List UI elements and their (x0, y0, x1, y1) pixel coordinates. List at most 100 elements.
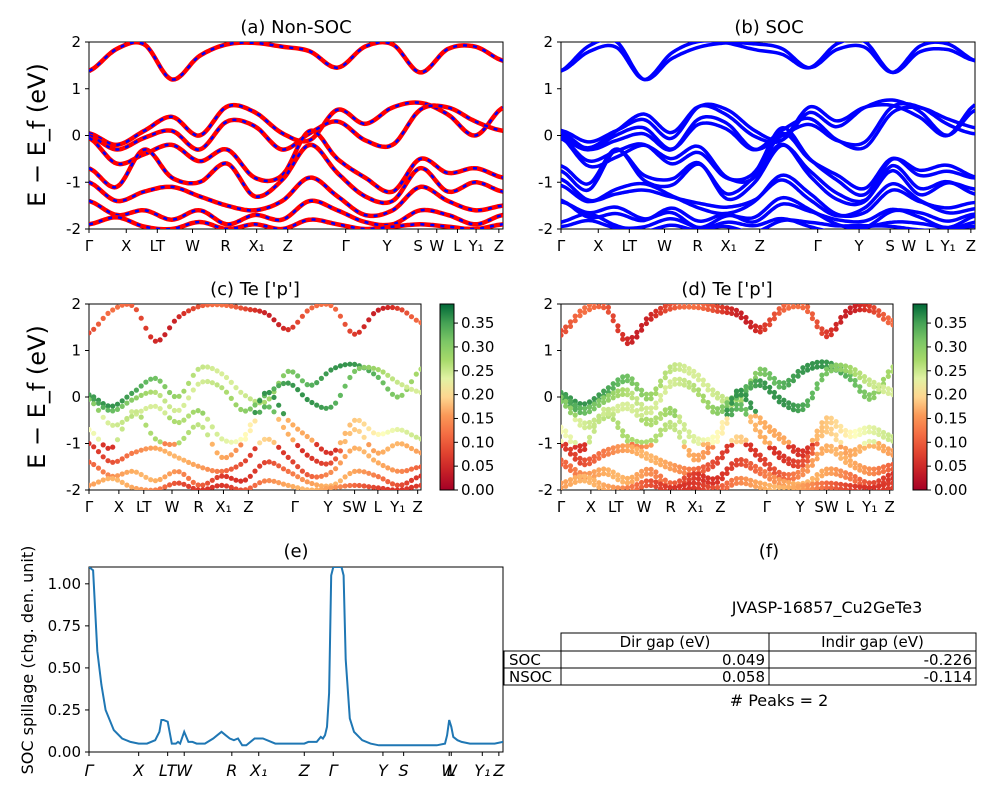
panel-c-point (238, 442, 244, 448)
panel-d-point (686, 485, 692, 490)
panel-d-point (885, 485, 891, 490)
panel-c-point (162, 474, 168, 480)
panel-d-point (861, 469, 868, 475)
panel-d-point (800, 472, 806, 478)
panel-d-point (700, 398, 706, 404)
panel-d-point (653, 405, 659, 411)
panel-c-point (152, 389, 158, 395)
panel-d-point (620, 474, 626, 480)
panel-c-point (299, 430, 305, 436)
panel-d-point (824, 485, 830, 490)
panel-d-point (653, 484, 659, 490)
panel-d-point (843, 368, 849, 374)
panel-a-xtick-label: LT (150, 237, 166, 255)
panel-d-point (714, 484, 721, 490)
panel-d-point (890, 447, 893, 454)
panel-c-point (228, 395, 234, 401)
panel-d-point (885, 450, 891, 456)
panel-c-projected-band-plot: 210-1-2Γ X LT W R X₁ Z Γ Y SW L Y₁ Z0.000.050.100.15… (66, 295, 494, 516)
panel-d-point (710, 480, 716, 487)
panel-c-xtick-label: W (165, 498, 180, 516)
panel-c-colorbar (439, 303, 455, 491)
panel-c-point (366, 484, 372, 490)
panel-d-point (786, 479, 792, 486)
panel-c-point (157, 439, 163, 445)
panel-e-xtick-label: Z (298, 761, 311, 780)
panel-d-point (561, 480, 564, 486)
panel-c-point (276, 322, 282, 328)
panel-d-point (776, 306, 782, 312)
panel-d-point (672, 305, 678, 311)
panel-d-point (824, 371, 830, 377)
panel-d-point (814, 451, 820, 457)
panel-d-point (563, 433, 569, 439)
panel-c-point (276, 416, 282, 422)
panel-c-point (356, 365, 362, 372)
panel-d-point (572, 402, 578, 408)
panel-d-point (885, 472, 891, 478)
panel-c-point (361, 364, 367, 370)
panel-d-point (833, 362, 839, 368)
panel-d-point (719, 408, 725, 414)
panel-c-point (209, 484, 215, 490)
panel-d-point (752, 447, 759, 453)
panel-d-point (814, 319, 820, 325)
panel-d-point (800, 462, 806, 468)
panel-c-point (171, 441, 177, 447)
panel-d-point (700, 473, 706, 479)
panel-c-point (280, 450, 287, 456)
panel-c-point (138, 383, 144, 389)
panel-d-point (643, 405, 650, 411)
panel-b-ytick-label: 1 (543, 80, 553, 98)
panel-d-ytick-label: -1 (538, 435, 553, 453)
panel-d-point (681, 368, 687, 374)
panel-c-point (290, 382, 296, 388)
panel-c-point (129, 484, 135, 490)
panel-c-point (371, 430, 377, 436)
panel-d-point (781, 380, 787, 386)
panel-d-point (790, 373, 797, 379)
panel-c-point (413, 448, 419, 454)
panel-d-point (771, 375, 778, 382)
panel-c-point (114, 477, 121, 483)
panel-d-point (781, 471, 787, 477)
panel-c-point (371, 484, 377, 490)
panel-d-point (586, 461, 593, 467)
panel-d-point (705, 445, 711, 451)
panel-d-point (743, 437, 749, 443)
panel-d-point (601, 406, 607, 412)
panel-c-point (89, 330, 92, 336)
panel-d-point (809, 395, 816, 401)
panel-d-point (833, 481, 839, 487)
panel-c-point (138, 447, 144, 453)
panel-c-point (404, 443, 410, 449)
panel-c-point (309, 305, 315, 311)
panel-d-point (658, 397, 664, 403)
panel-c-point (408, 432, 415, 438)
panel-c-point (271, 409, 277, 415)
panel-c-point (152, 403, 158, 409)
panel-d-point (729, 396, 735, 402)
panel-c-point (247, 422, 253, 428)
panel-d-point (880, 434, 887, 440)
panel-b-xtick-label: X₁ (721, 237, 737, 255)
panel-c-point (214, 382, 220, 388)
panel-d-point (757, 420, 763, 426)
panel-a-xtick-label: Y₁ (467, 237, 483, 255)
panel-c-point (143, 487, 149, 490)
panel-d-point (567, 438, 574, 445)
panel-d-point (861, 430, 868, 436)
panel-d-point (880, 448, 887, 454)
panel-c-point (290, 459, 296, 465)
panel-d-point (691, 480, 697, 486)
panel-c-point (157, 378, 163, 384)
panel-c-point (214, 468, 220, 474)
panel-d-point (719, 393, 725, 399)
panel-d-point (691, 457, 697, 463)
panel-d-point (620, 379, 626, 385)
panel-d-point (610, 449, 616, 456)
panel-c-point (205, 304, 211, 308)
panel-d-point (786, 472, 792, 478)
panel-c-point (361, 449, 367, 455)
panel-d-point (767, 466, 773, 472)
